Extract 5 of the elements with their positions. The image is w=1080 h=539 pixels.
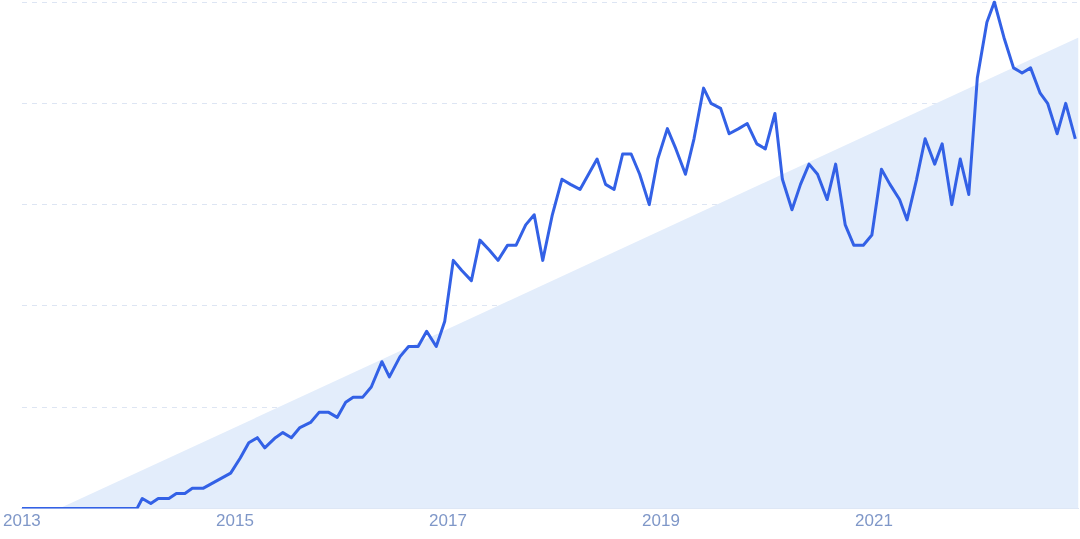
x-tick-label: 2019 bbox=[642, 511, 680, 531]
x-tick-label: 2017 bbox=[429, 511, 467, 531]
x-tick-label: 2013 bbox=[3, 511, 41, 531]
x-tick-label: 2015 bbox=[216, 511, 254, 531]
x-tick-label: 2021 bbox=[855, 511, 893, 531]
